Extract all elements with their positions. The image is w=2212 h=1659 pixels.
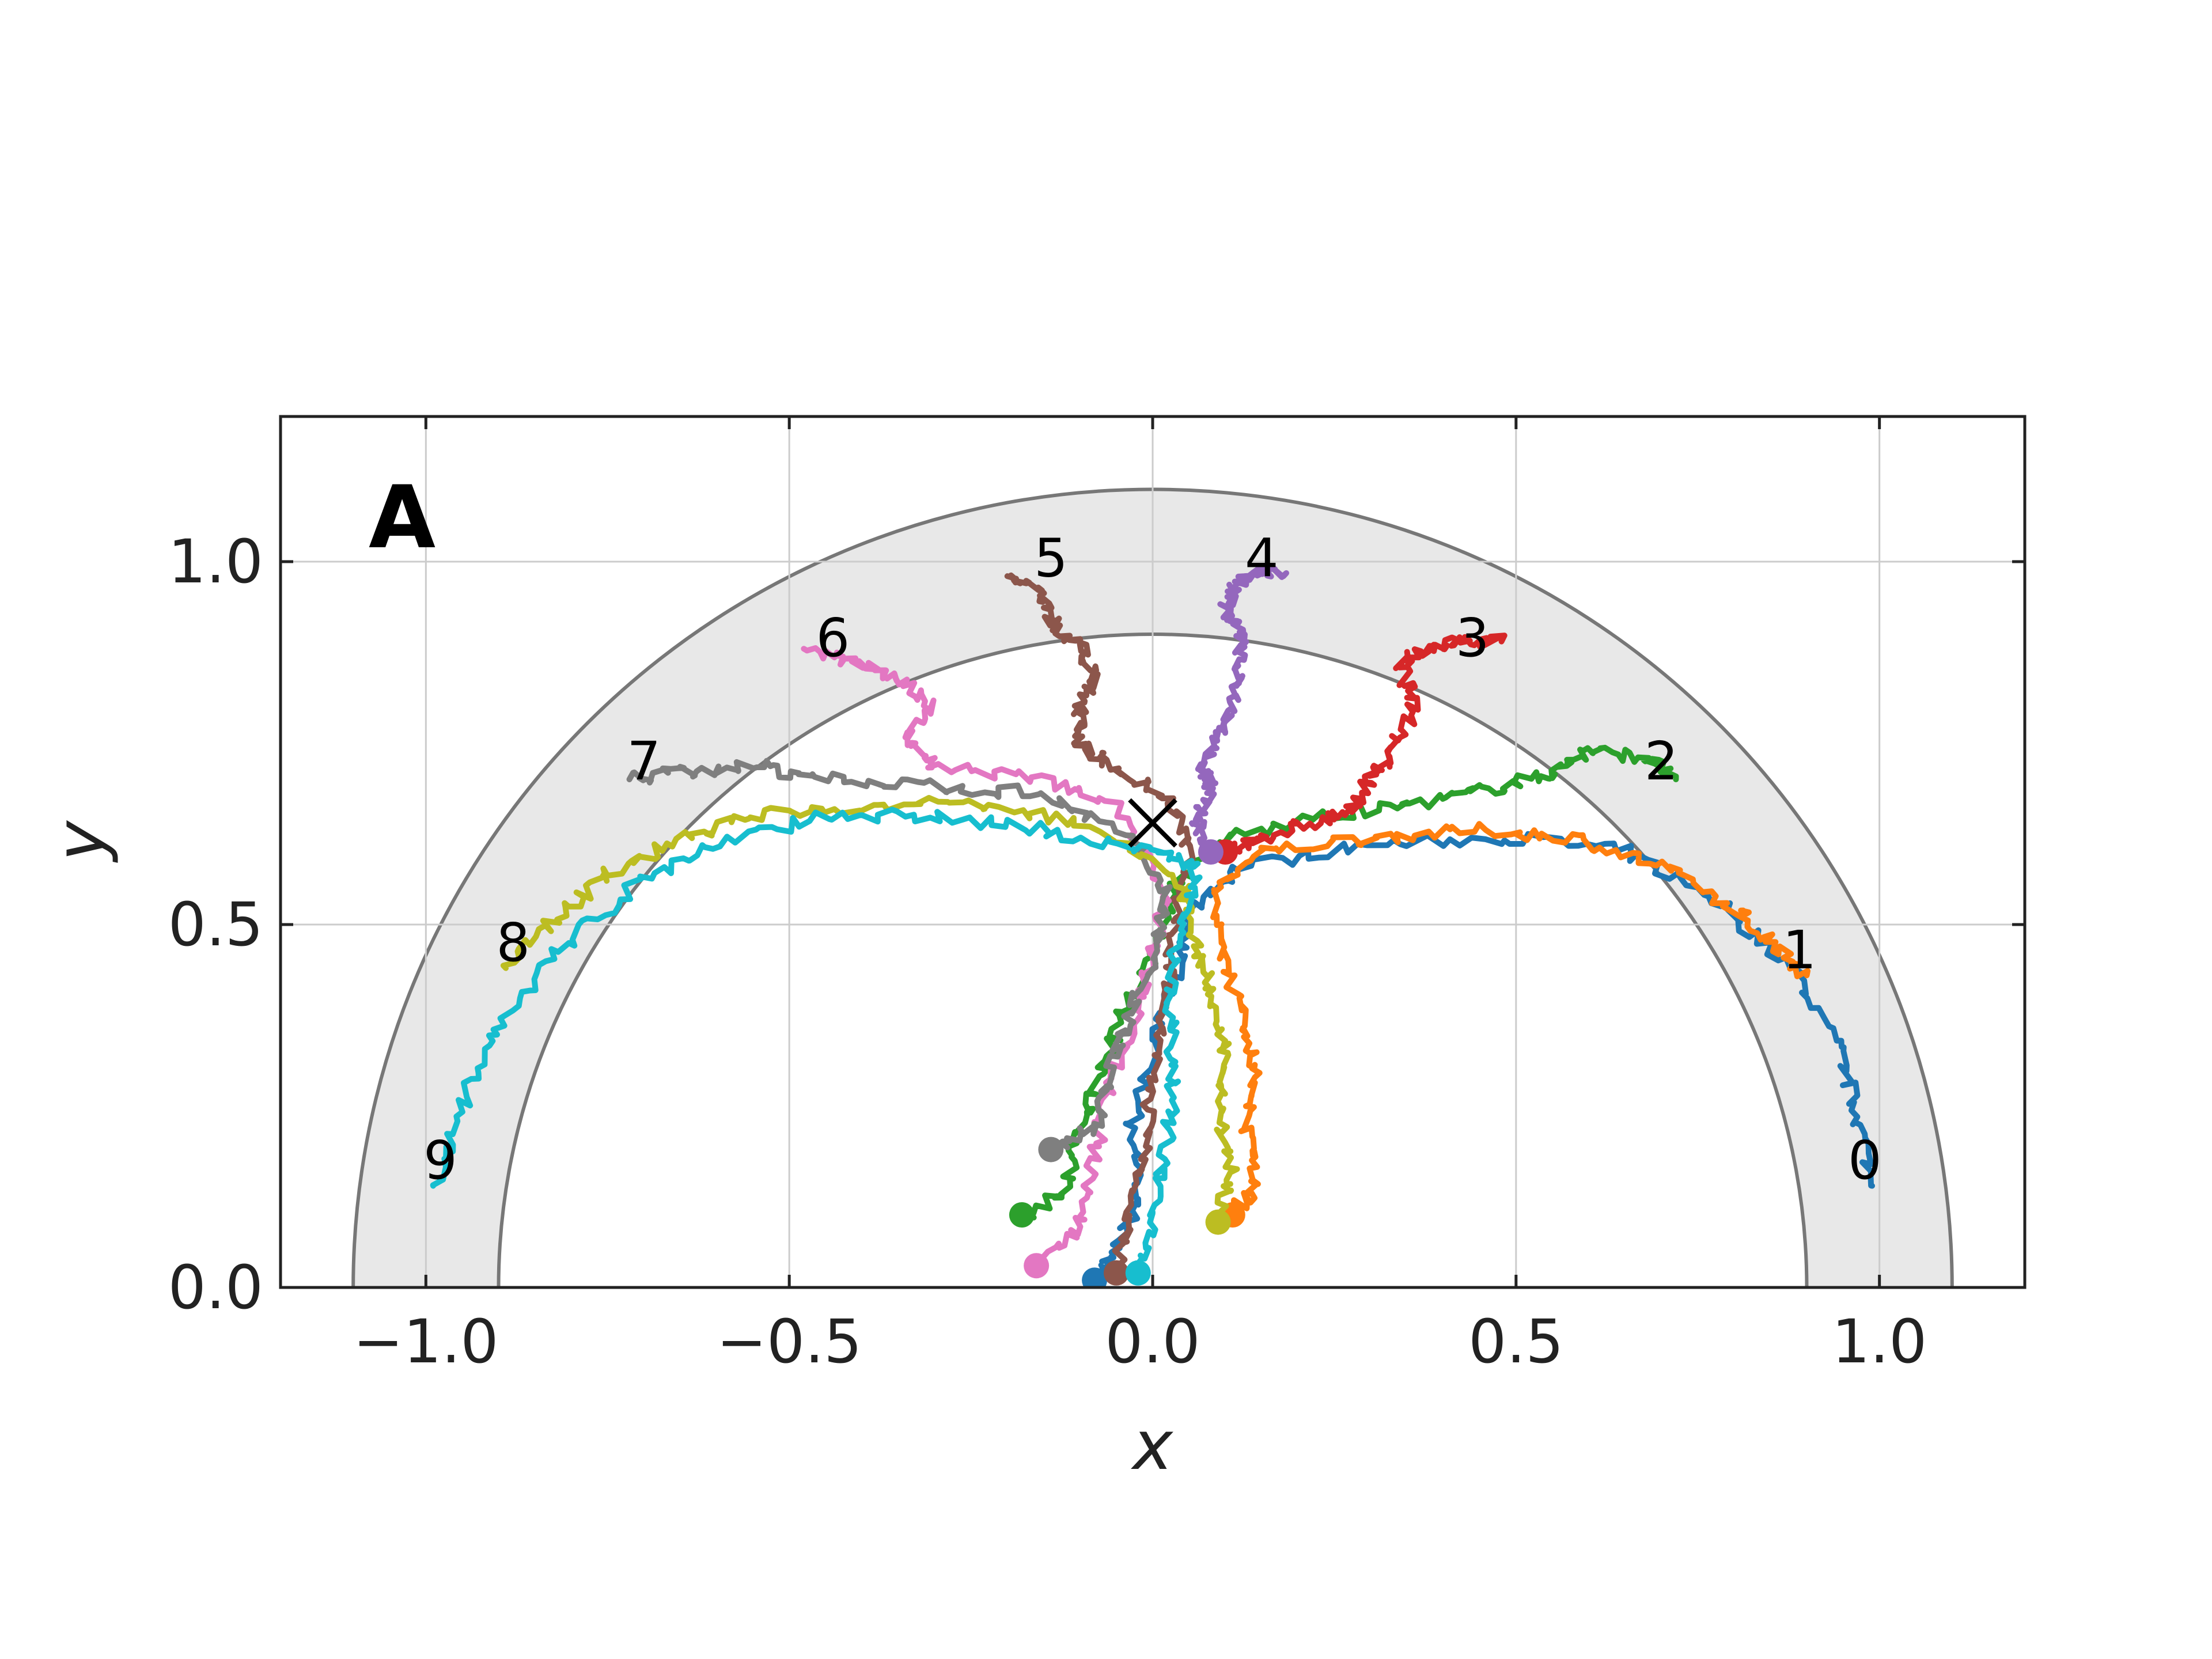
trajectory-start-2 [1009, 1202, 1035, 1228]
trajectory-start-5 [1103, 1260, 1129, 1286]
trajectory-label-0: 0 [1848, 1130, 1882, 1191]
y-tick-label: 1.0 [168, 527, 263, 597]
x-tick-label: 0.5 [1468, 1306, 1563, 1377]
trajectory-line-6 [801, 645, 1172, 1269]
trajectory-line-9 [430, 806, 1203, 1277]
trajectory-line-5 [1004, 572, 1196, 1278]
trajectory-line-2 [1018, 744, 1679, 1221]
trajectory-start-4 [1198, 839, 1224, 865]
trajectory-start-9 [1125, 1260, 1151, 1286]
trajectory-label-4: 4 [1245, 527, 1279, 589]
panel-label: A [369, 468, 435, 568]
trajectory-label-9: 9 [423, 1130, 457, 1191]
trajectory-line-3 [1222, 632, 1508, 855]
x-tick-label: −0.5 [717, 1306, 862, 1377]
trajectory-label-7: 7 [627, 730, 661, 792]
trajectory-label-3: 3 [1456, 607, 1490, 669]
trajectory-line-1 [1210, 821, 1810, 1221]
y-axis-label: y [40, 820, 120, 863]
trajectory-start-8 [1205, 1209, 1231, 1235]
trajectory-label-6: 6 [816, 607, 850, 669]
y-tick-label: 0.0 [168, 1252, 263, 1323]
ticks: −1.0 −0.5 0.0 0.5 1.0 0.0 0.5 1.0 [168, 416, 2025, 1377]
trajectory-labels: 0 1 2 3 4 5 6 7 8 9 [423, 527, 1881, 1191]
x-tick-label: 1.0 [1832, 1306, 1927, 1377]
trajectory-label-8: 8 [496, 912, 530, 974]
trajectory-line-8 [500, 795, 1240, 1228]
trajectory-start-0 [1082, 1267, 1108, 1287]
trajectory-line-7 [626, 757, 1173, 1156]
trajectory-label-2: 2 [1645, 730, 1679, 792]
target-marker [1128, 798, 1177, 848]
trajectory-start-7 [1038, 1137, 1064, 1162]
y-tick-label: 0.5 [168, 889, 263, 960]
x-axis-label: x [1130, 1406, 1173, 1485]
x-tick-label: −1.0 [353, 1306, 499, 1377]
trajectory-label-1: 1 [1783, 919, 1817, 981]
x-tick-label: 0.0 [1105, 1306, 1200, 1377]
annulus-fill [353, 489, 1952, 1287]
trajectory-label-5: 5 [1034, 527, 1068, 589]
trajectory-line-4 [1189, 563, 1289, 855]
target-marker-stroke-b [1128, 798, 1177, 848]
trajectory-start-6 [1024, 1253, 1050, 1279]
trajectories [430, 563, 1875, 1287]
